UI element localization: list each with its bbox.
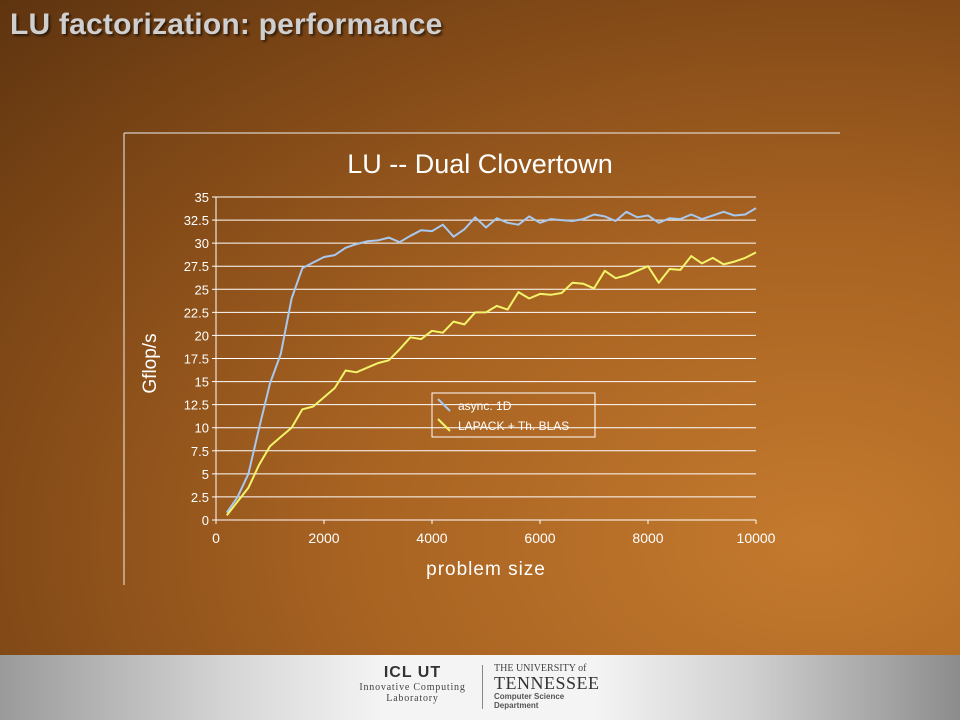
y-tick-label: 35 [195,190,209,205]
x-tick-label: 10000 [737,530,776,546]
y-tick-label: 22.5 [184,305,209,320]
y-tick-label: 30 [195,236,209,251]
y-tick-label: 10 [195,421,209,436]
x-axis-label: problem size [426,559,546,580]
slide-title: LU factorization: performance [10,8,443,41]
x-tick-label: 6000 [524,530,555,546]
y-tick-label: 15 [195,375,209,390]
chart-title: LU -- Dual Clovertown [347,149,613,179]
y-tick-label: 5 [202,467,209,482]
y-tick-label: 32.5 [184,213,209,228]
icl-logo: ICL UT Innovative Computing Laboratory [350,660,475,716]
y-tick-label: 17.5 [184,352,209,367]
ut-dept: Computer Science Department [494,692,565,710]
legend-label: async. 1D [458,399,512,413]
icl-logo-mark: ICL UT [383,664,442,681]
y-tick-label: 7.5 [191,444,209,459]
y-tick-label: 12.5 [184,398,209,413]
series-line-2 [226,251,757,517]
ut-logo: THE UNIVERSITY of TENNESSEE Computer Sci… [494,663,604,715]
y-tick-label: 0 [202,513,209,528]
y-tick-label: 2.5 [191,490,209,505]
series-line-1 [225,207,757,514]
y-tick-label: 25 [195,282,209,297]
ut-name: TENNESSEE [494,673,600,693]
icl-name-line2: Laboratory [386,693,439,704]
ut-prefix: THE UNIVERSITY of [494,663,587,674]
legend-swatch [437,398,451,412]
y-tick-label: 20 [195,328,209,343]
y-tick-label: 27.5 [184,259,209,274]
x-tick-label: 0 [212,530,220,546]
x-tick-label: 8000 [632,530,663,546]
x-tick-label: 4000 [416,530,447,546]
chart: LU -- Dual Clovertown 0 2.5 5 7.5 10 12.5 15 17.… [123,132,840,585]
legend-label: LAPACK + Th. BLAS [458,419,569,433]
icl-name-line1: Innovative Computing [359,682,466,693]
footer-logo-bar: ICL UT Innovative Computing Laboratory T… [0,655,960,720]
logo-divider [482,665,483,709]
x-tick-label: 2000 [308,530,339,546]
y-axis-label: Gflop/s [140,333,161,393]
legend-swatch [437,418,451,432]
legend-box [431,392,596,438]
